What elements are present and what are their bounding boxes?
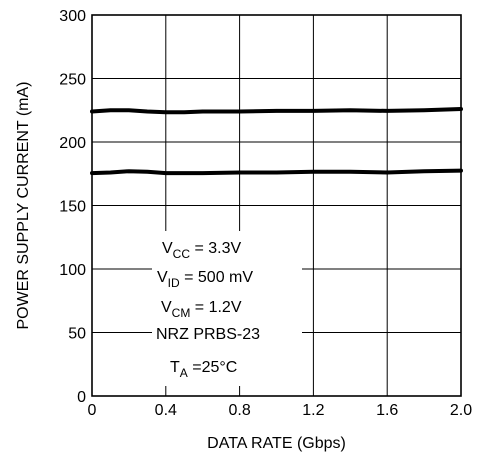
y-tick-labels: 0 50 100 150 200 250 300 xyxy=(59,8,86,406)
x-tick-label: 0 xyxy=(88,402,97,419)
annotation-ta: TA =25°C xyxy=(170,359,237,380)
annotation-prbs: NRZ PRBS-23 xyxy=(156,326,260,343)
annotation-vid: VID = 500 mV xyxy=(157,269,253,290)
x-tick-label: 1.2 xyxy=(302,402,324,419)
conditions-annotation: VCC = 3.3V VID = 500 mV VCM = 1.2V NRZ P… xyxy=(152,231,302,386)
y-tick-label: 50 xyxy=(68,326,86,343)
x-tick-label: 2.0 xyxy=(450,402,472,419)
x-tick-label: 0.8 xyxy=(228,402,250,419)
x-tick-label: 0.4 xyxy=(155,402,177,419)
data-series xyxy=(90,107,463,176)
series-line-2 xyxy=(90,168,463,176)
plot-frame xyxy=(91,14,462,397)
y-tick-label: 200 xyxy=(59,135,86,152)
y-tick-label: 0 xyxy=(77,389,86,406)
x-tick-labels: 0 0.4 0.8 1.2 1.6 2.0 xyxy=(88,402,473,419)
y-axis-title: POWER SUPPLY CURRENT (mA) xyxy=(15,81,32,329)
y-tick-label: 250 xyxy=(59,72,86,89)
annotation-vcc: VCC = 3.3V xyxy=(162,240,241,261)
x-axis-title: DATA RATE (Gbps) xyxy=(207,435,346,452)
y-tick-label: 300 xyxy=(59,8,86,25)
y-tick-label: 100 xyxy=(59,262,86,279)
series-line-1 xyxy=(90,107,463,115)
annotation-vcm: VCM = 1.2V xyxy=(161,299,242,320)
annotation-background xyxy=(152,231,302,386)
y-tick-label: 150 xyxy=(59,199,86,216)
x-tick-label: 1.6 xyxy=(376,402,398,419)
